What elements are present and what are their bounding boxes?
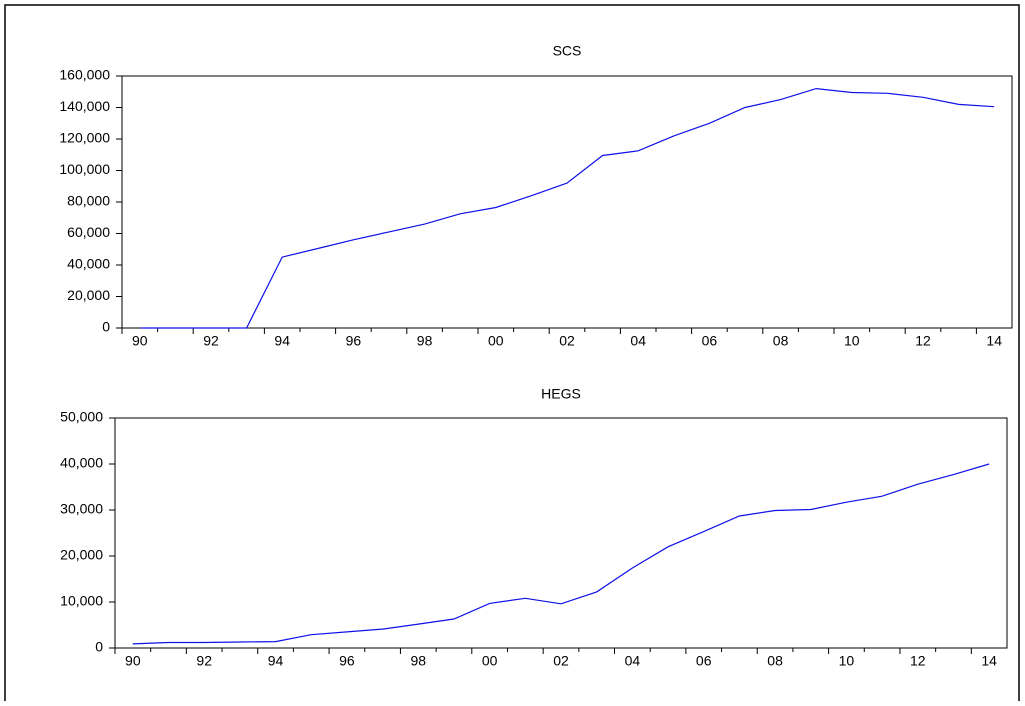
x-tick-label: 00 — [488, 333, 504, 349]
y-tick-label: 40,000 — [67, 256, 110, 272]
y-tick-label: 60,000 — [67, 224, 110, 240]
x-tick-label: 08 — [773, 333, 789, 349]
x-tick-label: 06 — [696, 653, 712, 669]
y-tick-label: 20,000 — [67, 287, 110, 303]
x-tick-label: 90 — [125, 653, 141, 669]
chart-title: HEGS — [541, 386, 581, 402]
x-tick-label: 96 — [346, 333, 362, 349]
y-tick-label: 40,000 — [60, 455, 103, 471]
x-tick-label: 98 — [410, 653, 426, 669]
x-tick-label: 94 — [274, 333, 290, 349]
x-tick-label: 90 — [132, 333, 148, 349]
y-tick-label: 100,000 — [59, 161, 110, 177]
y-tick-label: 20,000 — [60, 547, 103, 563]
series-line — [139, 87, 995, 329]
x-tick-label: 92 — [203, 333, 219, 349]
x-tick-label: 10 — [839, 653, 855, 669]
x-tick-label: 10 — [844, 333, 860, 349]
chart-title: SCS — [553, 43, 582, 59]
y-tick-label: 160,000 — [59, 67, 110, 83]
y-tick-label: 50,000 — [60, 409, 103, 425]
y-tick-label: 0 — [95, 639, 103, 655]
x-tick-label: 02 — [559, 333, 575, 349]
y-tick-label: 30,000 — [60, 501, 103, 517]
x-tick-label: 04 — [625, 653, 641, 669]
page-border — [4, 4, 1020, 706]
x-tick-label: 00 — [482, 653, 498, 669]
y-tick-label: 120,000 — [59, 130, 110, 146]
x-tick-label: 14 — [981, 653, 997, 669]
plot-frame — [114, 417, 1008, 649]
y-tick-label: 0 — [102, 319, 110, 335]
x-tick-label: 12 — [915, 333, 931, 349]
x-tick-label: 12 — [910, 653, 926, 669]
y-tick-label: 80,000 — [67, 193, 110, 209]
x-tick-label: 94 — [268, 653, 284, 669]
x-tick-label: 14 — [986, 333, 1002, 349]
plot-frame — [121, 75, 1013, 329]
x-tick-label: 06 — [702, 333, 718, 349]
x-tick-label: 04 — [630, 333, 646, 349]
y-tick-label: 10,000 — [60, 593, 103, 609]
x-tick-label: 96 — [339, 653, 355, 669]
x-tick-label: 08 — [767, 653, 783, 669]
x-tick-label: 92 — [196, 653, 212, 669]
x-tick-label: 98 — [417, 333, 433, 349]
series-line — [132, 463, 990, 645]
y-tick-label: 140,000 — [59, 98, 110, 114]
x-tick-label: 02 — [553, 653, 569, 669]
